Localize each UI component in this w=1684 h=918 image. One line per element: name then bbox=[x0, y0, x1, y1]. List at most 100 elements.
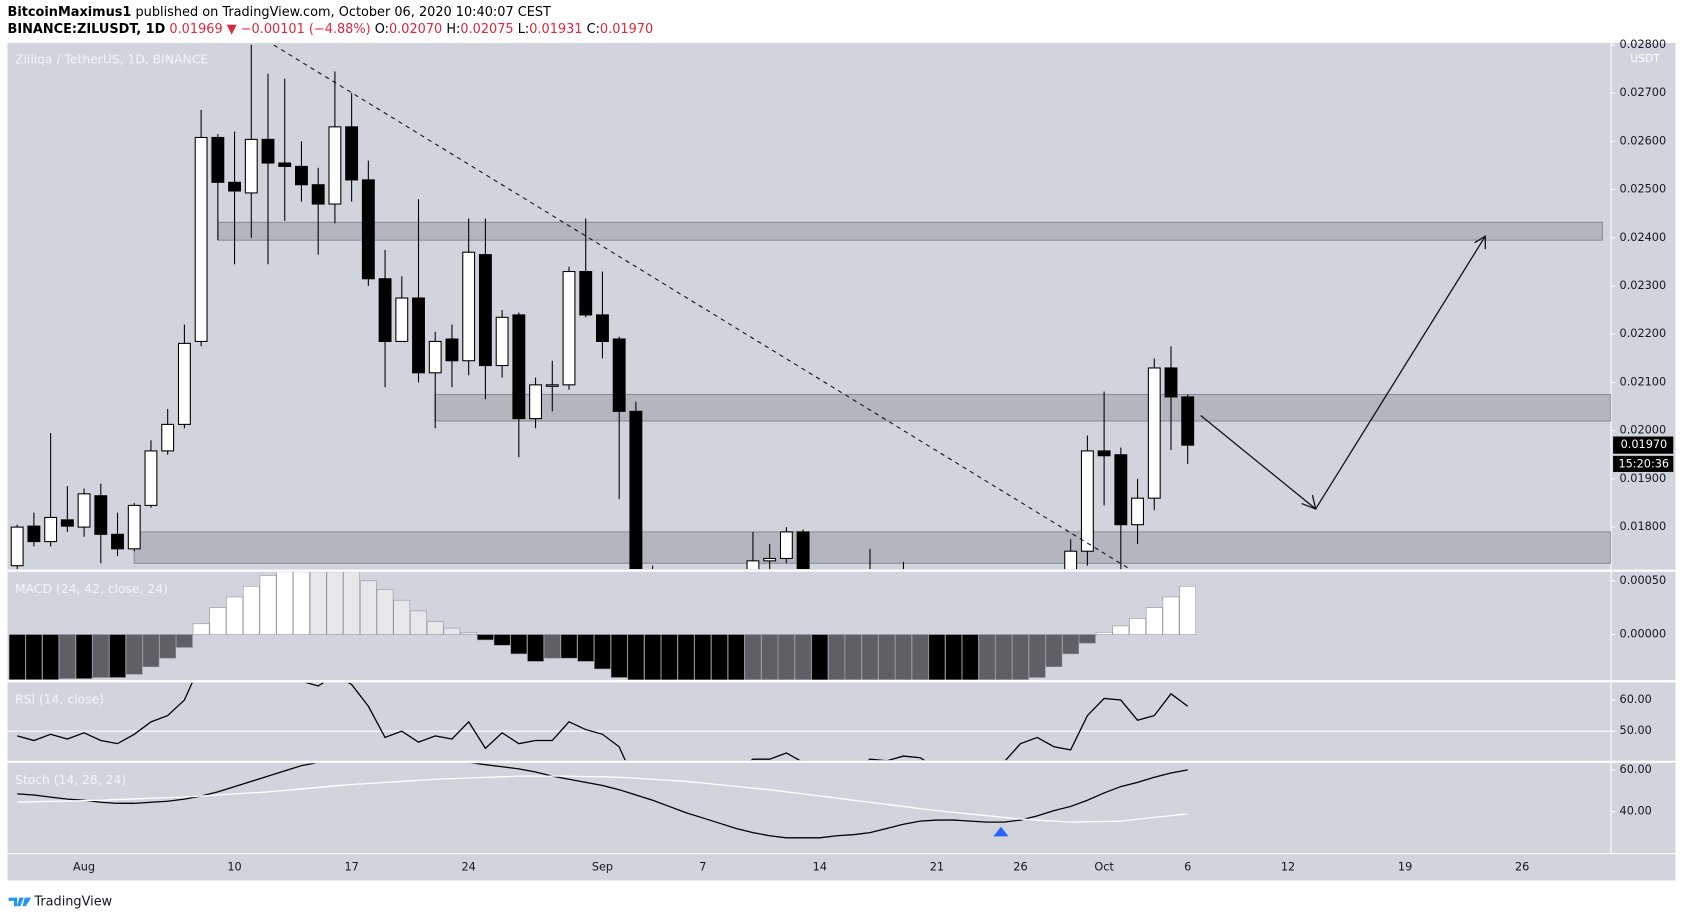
histogram-bar bbox=[92, 634, 110, 678]
price-badge bbox=[1613, 436, 1674, 454]
y-tick-label: 0.02700 bbox=[1620, 86, 1667, 99]
histogram-bar bbox=[861, 634, 879, 680]
x-tick-label: 26 bbox=[1515, 861, 1529, 874]
histogram-bar bbox=[844, 634, 862, 680]
pane-title: Zilliqa / TetherUS, 1D, BINANCE bbox=[15, 53, 208, 67]
histogram-bar bbox=[627, 634, 645, 680]
candle-body bbox=[127, 504, 141, 550]
candle-body bbox=[746, 560, 760, 570]
histogram-bar bbox=[1129, 618, 1146, 635]
histogram-bar bbox=[1179, 585, 1197, 635]
candle-body bbox=[345, 126, 359, 181]
zone bbox=[434, 393, 1611, 422]
histogram-bar bbox=[594, 634, 611, 670]
chart-background bbox=[7, 42, 1676, 881]
candle-body bbox=[428, 340, 442, 374]
histogram-bar bbox=[426, 621, 444, 635]
candle-body bbox=[1080, 450, 1094, 552]
histogram-bar bbox=[610, 634, 628, 678]
histogram-bar bbox=[259, 575, 277, 635]
candle-body bbox=[244, 138, 258, 194]
x-tick-label: 21 bbox=[930, 861, 944, 874]
ohlc-value: 0.01931 bbox=[529, 21, 582, 36]
histogram-bar bbox=[1062, 634, 1079, 655]
y-tick-label: 50.00 bbox=[1620, 724, 1652, 737]
histogram-bar bbox=[694, 634, 712, 680]
pane bbox=[17, 763, 1188, 839]
histogram-bar bbox=[778, 634, 795, 680]
candle-body bbox=[579, 270, 593, 316]
histogram-bar bbox=[945, 634, 962, 680]
histogram-bar bbox=[1028, 634, 1046, 678]
candle-body bbox=[1181, 396, 1195, 446]
y-tick-label: 0.02300 bbox=[1620, 279, 1667, 292]
histogram-bar bbox=[661, 634, 678, 680]
y-tick-label: 0.00050 bbox=[1620, 574, 1667, 587]
histogram-bar bbox=[711, 634, 728, 680]
cross-marker bbox=[993, 826, 1009, 837]
y-tick-label: 40.00 bbox=[1620, 805, 1652, 818]
histogram-bar bbox=[360, 580, 377, 635]
candle-body bbox=[361, 179, 375, 280]
candle-body bbox=[529, 384, 543, 420]
x-tick-label: Aug bbox=[73, 861, 95, 874]
ohlc-label: L: bbox=[518, 21, 530, 36]
author: BitcoinMaximus1 bbox=[8, 4, 132, 19]
pane bbox=[7, 682, 1611, 761]
y-tick-label: 0.02500 bbox=[1620, 183, 1667, 196]
histogram-bar bbox=[995, 634, 1013, 680]
candle-body bbox=[177, 342, 191, 425]
brand-logo bbox=[8, 897, 32, 907]
countdown: 15:20:36 bbox=[1618, 457, 1669, 470]
histogram-bar bbox=[1012, 634, 1029, 680]
y-tick-label: 60.00 bbox=[1620, 693, 1652, 706]
histogram-bar bbox=[510, 634, 528, 655]
x-tick-label: 6 bbox=[1184, 861, 1191, 874]
candle-body bbox=[612, 338, 626, 412]
histogram-bar bbox=[176, 634, 193, 648]
symbol-line: BINANCE:ZILUSDT, 1D 0.01969 ▼ −0.00101 (… bbox=[8, 21, 654, 36]
y-tick-label: 60.00 bbox=[1620, 763, 1652, 776]
histogram-bar bbox=[677, 634, 695, 680]
candle-body bbox=[1131, 497, 1144, 526]
candle-body bbox=[412, 297, 425, 374]
histogram-bar bbox=[242, 585, 260, 635]
candle-body bbox=[278, 162, 292, 167]
pane-title: MACD (24, 42, close, 24) bbox=[15, 582, 168, 596]
histogram-bar bbox=[159, 634, 177, 659]
histogram-bar bbox=[460, 632, 477, 635]
x-tick-label: 12 bbox=[1281, 861, 1295, 874]
candle-body bbox=[44, 516, 58, 543]
histogram-bar bbox=[59, 634, 76, 679]
trend-line bbox=[273, 44, 1131, 570]
x-tick-label: Oct bbox=[1094, 861, 1114, 874]
x-tick-label: 17 bbox=[344, 861, 358, 874]
candle-body bbox=[1114, 454, 1128, 526]
indicator-line bbox=[17, 775, 1188, 823]
candle-body bbox=[161, 423, 175, 452]
histogram-bar bbox=[1095, 632, 1113, 635]
brand: TradingView bbox=[33, 894, 112, 909]
histogram-bar bbox=[8, 634, 26, 680]
y-tick-label: 0.02400 bbox=[1620, 231, 1667, 244]
pane-title: RSI (14, close) bbox=[15, 693, 104, 707]
candle-body bbox=[1164, 367, 1178, 398]
indicator-line bbox=[17, 682, 1189, 761]
histogram-bar bbox=[343, 572, 360, 635]
currency: USDT bbox=[1630, 52, 1660, 65]
histogram-bar bbox=[962, 634, 979, 680]
candle-body bbox=[395, 297, 409, 342]
candle-body bbox=[10, 526, 24, 567]
x-tick-label: 24 bbox=[462, 861, 476, 874]
candle-body bbox=[194, 136, 208, 342]
histogram-bar bbox=[443, 627, 461, 635]
histogram-bar bbox=[192, 623, 210, 635]
publish-line: BitcoinMaximus1 published on TradingView… bbox=[8, 4, 552, 19]
candle-body bbox=[562, 270, 576, 386]
y-tick-label: 0.02100 bbox=[1620, 375, 1667, 388]
histogram-bar bbox=[293, 572, 310, 635]
candle-body bbox=[796, 531, 810, 570]
histogram-bar bbox=[1145, 607, 1163, 635]
histogram-bar bbox=[477, 634, 494, 641]
ohlc-value: 0.01970 bbox=[600, 21, 653, 36]
